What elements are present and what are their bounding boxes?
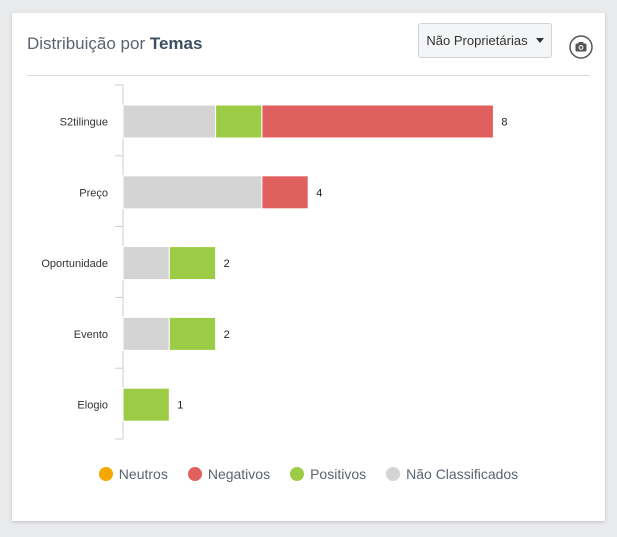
legend-label: Não Classificados xyxy=(406,466,519,482)
data-label: 8 xyxy=(501,117,507,129)
bar-segment xyxy=(215,104,263,139)
legend-dot-icon xyxy=(386,467,401,481)
category-label: S2tilingue xyxy=(60,117,108,129)
category-label: Preço xyxy=(79,187,108,199)
legend-item[interactable]: Não Classificados xyxy=(386,466,518,482)
chart-card: Distribuição por Temas Não Proprietárias… xyxy=(12,13,605,521)
bar-segment xyxy=(168,246,217,281)
data-label: 2 xyxy=(224,329,230,341)
legend-label: Positivos xyxy=(310,466,367,482)
legend-dot-icon xyxy=(98,467,113,481)
bar-chart: S2tilingue 8 Preço 4 Oportunidade 2 Evento 2 Elo… xyxy=(41,84,508,440)
legend-item[interactable]: Neutros xyxy=(98,466,168,482)
bar-segment xyxy=(122,104,217,139)
bar-segment xyxy=(122,387,170,422)
header-divider xyxy=(27,75,590,76)
data-label: 4 xyxy=(316,187,322,199)
dropdown-label: Não Proprietárias xyxy=(426,33,528,48)
title-prefix: Distribuição por xyxy=(27,34,146,53)
bar-segment xyxy=(122,175,263,210)
bar-segment xyxy=(122,246,170,281)
legend-item[interactable]: Negativos xyxy=(187,466,271,482)
legend-label: Neutros xyxy=(118,466,168,482)
bar-segment xyxy=(122,316,170,351)
camera-icon[interactable] xyxy=(569,35,593,59)
bar-segment xyxy=(261,104,494,139)
bar-segment xyxy=(168,316,217,351)
chart-legend: Neutros Negativos Positivos Não Classificad… xyxy=(12,466,605,482)
caret-down-icon xyxy=(535,38,544,43)
category-label: Oportunidade xyxy=(41,258,108,270)
category-label: Evento xyxy=(74,329,108,341)
chart-title: Distribuição por Temas xyxy=(27,34,202,54)
data-label: 1 xyxy=(177,400,183,412)
category-label: Elogio xyxy=(77,400,108,412)
bar-segment xyxy=(261,175,309,210)
data-label: 2 xyxy=(224,258,230,270)
legend-item[interactable]: Positivos xyxy=(290,466,366,482)
legend-dot-icon xyxy=(187,467,202,481)
legend-label: Negativos xyxy=(207,466,271,482)
legend-dot-icon xyxy=(290,467,305,481)
ownership-dropdown[interactable]: Não Proprietárias xyxy=(418,23,552,58)
title-bold: Temas xyxy=(149,34,203,53)
